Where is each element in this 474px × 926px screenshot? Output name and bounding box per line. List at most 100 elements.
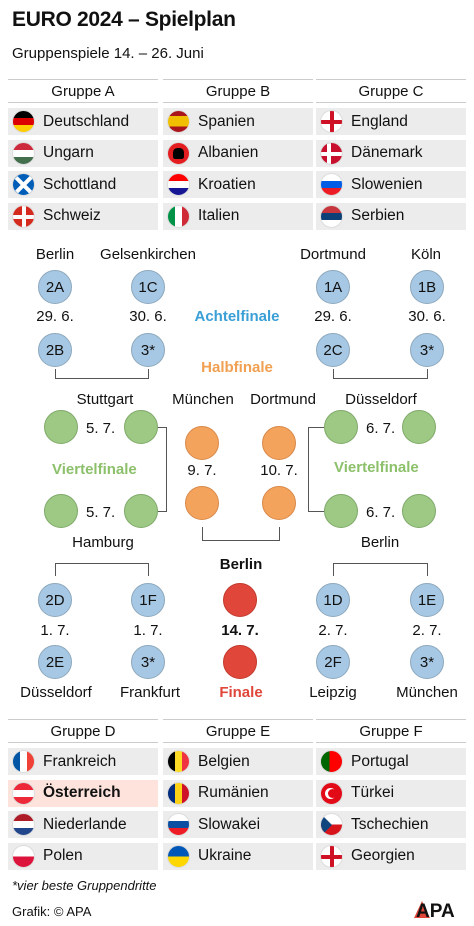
connector	[202, 527, 203, 541]
city-label: Düsseldorf	[20, 684, 92, 701]
connector	[333, 378, 428, 379]
city-label: Frankfurt	[119, 684, 180, 701]
sf-circle	[185, 486, 219, 520]
team-row: Portugal	[316, 748, 466, 775]
team-row: Türkei	[316, 779, 466, 807]
group-header: Gruppe F	[316, 719, 466, 743]
final-circle	[223, 583, 257, 617]
flag-icon	[167, 844, 190, 868]
team-row: Niederlande	[8, 811, 158, 838]
seed-circle: 1C	[131, 270, 165, 304]
seed-circle: 3*	[410, 645, 444, 679]
team-name: Georgien	[351, 847, 415, 864]
team-name: Ungarn	[43, 144, 94, 161]
match-date: 30. 6.	[408, 308, 446, 325]
team-name: Türkei	[351, 784, 395, 801]
seed-circle: 2F	[316, 645, 350, 679]
flag-icon	[12, 204, 35, 228]
team-name: Slowakei	[198, 815, 261, 833]
connector	[166, 427, 167, 512]
team-name: Ukraine	[198, 847, 252, 864]
team-row: Italien	[163, 202, 313, 230]
qf-circle	[324, 494, 358, 528]
seed-circle: 1F	[131, 583, 165, 617]
flag-icon	[320, 781, 343, 805]
flag-icon	[167, 813, 190, 836]
team-name: Rumänien	[198, 784, 269, 801]
flag-icon	[167, 110, 190, 133]
team-row: Spanien	[163, 108, 313, 135]
stage-label-final: Finale	[219, 684, 263, 701]
flag-icon	[167, 204, 190, 228]
flag-icon	[167, 750, 190, 773]
city-label: Gelsenkirchen	[100, 246, 196, 263]
connector	[308, 511, 324, 512]
group-header: Gruppe A	[8, 79, 158, 103]
team-name: Spanien	[198, 112, 255, 130]
team-name: Deutschland	[43, 112, 130, 130]
team-row: Polen	[8, 842, 158, 870]
city-label: Leipzig	[309, 684, 357, 701]
connector	[55, 563, 56, 576]
apa-logo: APA	[412, 897, 466, 922]
match-date: 10. 7.	[260, 462, 298, 479]
group-name: Gruppe B	[197, 83, 279, 100]
team-row: Dänemark	[316, 139, 466, 167]
qf-circle	[324, 410, 358, 444]
flag-icon	[320, 110, 343, 133]
seed-circle: 2C	[316, 333, 350, 367]
team-name: Frankreich	[43, 752, 117, 770]
connector	[55, 369, 56, 379]
city-label: Stuttgart	[76, 391, 134, 408]
team-row: Ungarn	[8, 139, 158, 167]
final-circle	[223, 645, 257, 679]
credit: Grafik: © APA	[12, 904, 92, 919]
group-name: Gruppe D	[42, 723, 124, 740]
stage-label-sf: Halbfinale	[201, 359, 273, 376]
flag-icon	[12, 844, 35, 868]
flag-icon	[320, 813, 343, 836]
connector	[55, 563, 149, 564]
city-label: Dortmund	[300, 246, 366, 263]
team-name: Kroatien	[198, 175, 256, 193]
city-label: Köln	[410, 246, 442, 263]
group-header: Gruppe D	[8, 719, 158, 743]
team-row: Serbien	[316, 202, 466, 230]
team-name: Polen	[43, 847, 83, 864]
team-name: Albanien	[198, 144, 259, 161]
match-date: 5. 7.	[86, 504, 116, 521]
team-name: Portugal	[351, 752, 409, 770]
team-name: Schottland	[43, 175, 117, 193]
flag-icon	[12, 750, 35, 773]
seed-circle: 2A	[38, 270, 72, 304]
team-row: Belgien	[163, 748, 313, 775]
group-header: Gruppe E	[163, 719, 313, 743]
flag-icon	[12, 813, 35, 836]
seed-circle: 1D	[316, 583, 350, 617]
flag-icon	[320, 173, 343, 196]
match-date: 30. 6.	[129, 308, 167, 325]
team-name: Niederlande	[43, 815, 127, 833]
footnote: *vier beste Gruppendritte	[12, 878, 157, 893]
connector	[308, 427, 309, 512]
group-header: Gruppe C	[316, 79, 466, 103]
match-date: 2. 7.	[412, 622, 442, 639]
city-label: Berlin	[360, 534, 400, 551]
flag-icon	[12, 110, 35, 133]
team-row: Kroatien	[163, 171, 313, 198]
connector	[427, 563, 428, 576]
flag-icon	[320, 844, 343, 868]
stage-label-r16: Achtelfinale	[194, 308, 280, 325]
team-name: England	[351, 112, 408, 130]
connector	[55, 378, 149, 379]
apa-logo-text: APA	[416, 901, 455, 919]
team-name: Serbien	[351, 207, 405, 224]
team-row: Slowakei	[163, 811, 313, 838]
city-label: München	[172, 391, 234, 408]
connector	[158, 511, 166, 512]
team-name: Schweiz	[43, 207, 101, 224]
match-date: 9. 7.	[187, 462, 217, 479]
flag-icon	[320, 141, 343, 165]
sf-circle	[262, 426, 296, 460]
match-date: 6. 7.	[366, 504, 396, 521]
